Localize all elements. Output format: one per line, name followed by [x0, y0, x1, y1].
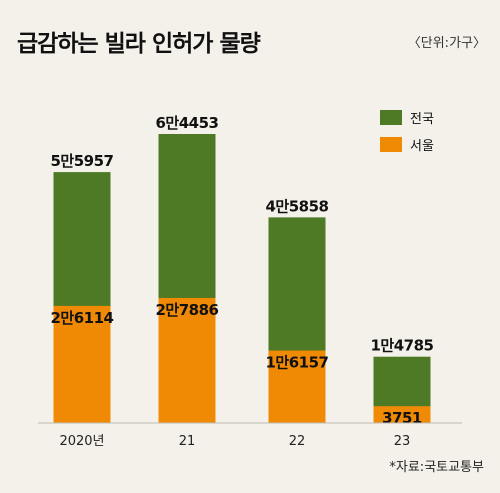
x-tick-label: 23 [394, 434, 411, 449]
legend-swatch [380, 137, 402, 152]
data-label-national: 4만5858 [266, 197, 329, 215]
x-tick-label: 22 [289, 434, 306, 449]
bar-seoul [373, 406, 431, 423]
bar-seoul [268, 350, 326, 423]
legend-label: 서울 [410, 139, 434, 154]
data-label-national: 6만4453 [156, 114, 219, 132]
x-axis-ticks: 2020년 21 22 23 [59, 434, 410, 449]
unit-label: 〈단위:가구〉 [407, 36, 486, 51]
data-label-seoul: 2만7886 [156, 301, 219, 319]
bar-seoul [53, 305, 111, 423]
legend-label: 전국 [410, 112, 434, 127]
data-label-national: 5만5957 [51, 152, 114, 170]
source-note: *자료:국토교통부 [389, 460, 484, 475]
data-label-seoul: 1만6157 [266, 354, 329, 372]
data-label-seoul: 3751 [382, 409, 422, 427]
data-label-national: 1만4785 [371, 337, 434, 355]
x-tick-label: 21 [179, 434, 196, 449]
chart-title: 급감하는 빌라 인허가 물량 [17, 31, 261, 57]
legend-swatch [380, 110, 402, 125]
data-label-seoul: 2만6114 [51, 309, 114, 327]
x-tick-label: 2020년 [59, 434, 104, 449]
bar-seoul [158, 297, 216, 423]
bars-group: 5만5957 2만6114 6만4453 2만7886 4만5858 1만6157 1만47… [51, 114, 435, 427]
